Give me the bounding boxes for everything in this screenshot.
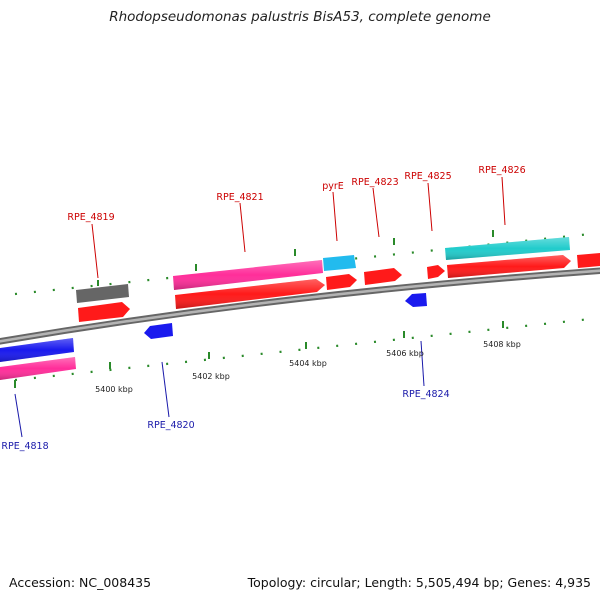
lower-major-ticks bbox=[14, 321, 504, 388]
gene-label-pyre: pyrE bbox=[322, 181, 344, 192]
gene-label-rpe4818: RPE_4818 bbox=[1, 441, 48, 452]
gene-label-rpe4826: RPE_4826 bbox=[478, 165, 525, 176]
gene-labels-reverse: RPE_4818 RPE_4820 RPE_4824 bbox=[1, 389, 449, 452]
gene-rpe4819-cds[interactable] bbox=[78, 302, 130, 322]
gene-rpe4823-cds[interactable] bbox=[364, 268, 402, 285]
scale-label-5408: 5408 kbp bbox=[483, 340, 521, 349]
scale-label-5404: 5404 kbp bbox=[289, 359, 327, 368]
upper-major-ticks bbox=[97, 230, 494, 286]
gene-rpe4824-cds[interactable] bbox=[405, 293, 427, 307]
gene-label-rpe4819: RPE_4819 bbox=[67, 212, 114, 223]
scale-labels: 5400 kbp 5402 kbp 5404 kbp 5406 kbp 5408… bbox=[95, 340, 521, 394]
accession-info: Accession: NC_008435 bbox=[9, 575, 152, 590]
gene-label-rpe4821: RPE_4821 bbox=[216, 192, 263, 203]
backbone bbox=[0, 267, 600, 345]
leader-lines-reverse bbox=[14, 340, 425, 438]
map-title: Rhodopseudomonas palustris BisA53, compl… bbox=[109, 9, 491, 25]
scale-label-5400: 5400 kbp bbox=[95, 385, 133, 394]
gene-pyre-rna[interactable] bbox=[323, 255, 356, 271]
gene-rpe4819-bar[interactable] bbox=[76, 284, 129, 303]
gene-label-rpe4824: RPE_4824 bbox=[402, 389, 449, 400]
gene-pyre-cds[interactable] bbox=[326, 274, 357, 290]
gene-rpe4825-cds[interactable] bbox=[427, 265, 445, 279]
gene-label-rpe4823: RPE_4823 bbox=[351, 177, 398, 188]
gene-rpe4820-cds[interactable] bbox=[144, 323, 173, 339]
gene-label-rpe4825: RPE_4825 bbox=[404, 171, 451, 182]
scale-label-5406: 5406 kbp bbox=[386, 349, 424, 358]
gene-next-cds[interactable] bbox=[577, 253, 600, 268]
scale-label-5402: 5402 kbp bbox=[192, 372, 230, 381]
topology-info: Topology: circular; Length: 5,505,494 bp… bbox=[247, 575, 591, 590]
gene-labels-forward: RPE_4819 RPE_4821 pyrE RPE_4823 RPE_4825… bbox=[67, 165, 525, 223]
gene-label-rpe4820: RPE_4820 bbox=[147, 420, 194, 431]
leader-lines-forward bbox=[91, 176, 506, 279]
feature-shading bbox=[0, 237, 571, 380]
